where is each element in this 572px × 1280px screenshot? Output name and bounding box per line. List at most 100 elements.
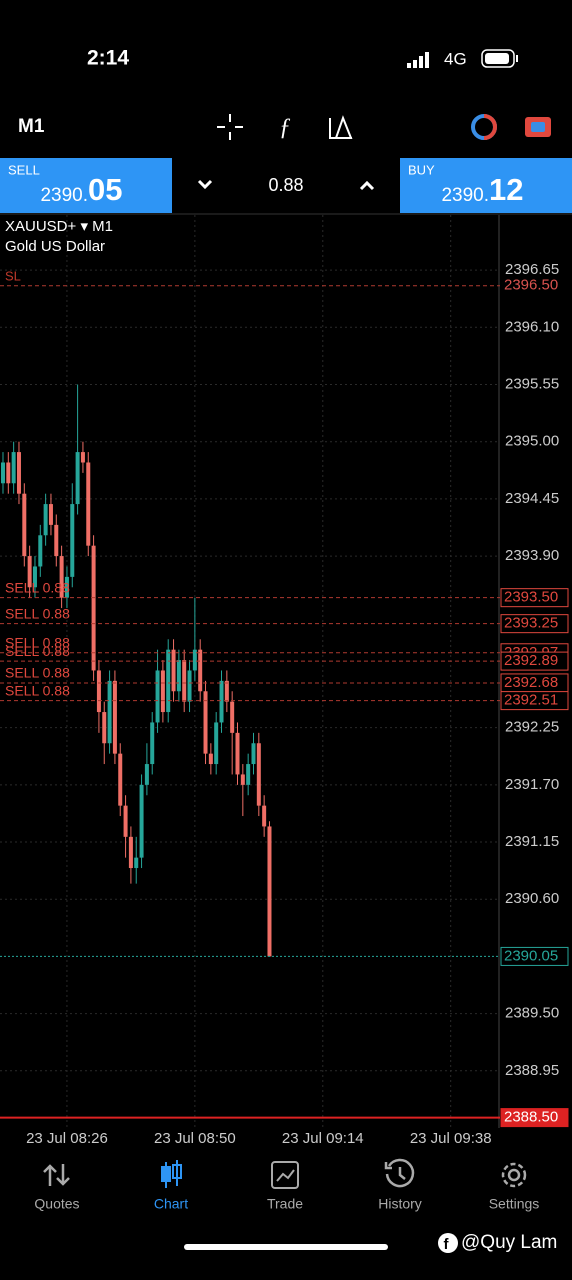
y-tick-label: 2396.10 (505, 318, 559, 335)
candle-body (203, 691, 208, 754)
y-tick-label: 2392.25 (505, 719, 559, 736)
buy-price-pips: 12 (489, 172, 523, 207)
candle-body (230, 701, 235, 733)
candle-body (246, 764, 251, 785)
network-label: 4G (444, 49, 467, 68)
candle-body (118, 753, 123, 806)
sell-price-pips: 05 (88, 172, 122, 207)
candle-body (208, 753, 213, 765)
y-tick-label: 2390.60 (505, 890, 559, 907)
nav-label[interactable]: History (378, 1196, 422, 1212)
candle-body (54, 524, 59, 557)
crosshair-button[interactable] (217, 114, 243, 140)
y-tick-label: 2393.90 (505, 547, 559, 564)
one-click-button[interactable] (471, 114, 497, 140)
candle-body (0, 462, 5, 484)
order-price-label: 2392.51 (504, 692, 558, 709)
current-price-box (500, 946, 569, 966)
candle-body (70, 504, 75, 577)
volume-up[interactable] (359, 180, 375, 191)
quotes-icon[interactable] (43, 1164, 70, 1186)
candle-body (267, 826, 272, 957)
candle-body (219, 680, 224, 723)
signal-icon (407, 52, 429, 68)
x-tick-label: 23 Jul 09:38 (410, 1130, 492, 1147)
candle-body (251, 743, 256, 765)
settings-icon[interactable] (501, 1162, 527, 1188)
candle-body (166, 649, 171, 713)
chart-icon[interactable] (161, 1160, 182, 1188)
candle-body (240, 774, 245, 785)
candle-body (198, 649, 203, 692)
candle-body (107, 680, 112, 744)
x-tick-label: 23 Jul 09:14 (282, 1130, 364, 1147)
indicators-button[interactable]: ƒ (279, 115, 291, 141)
trade-icon[interactable] (271, 1161, 299, 1189)
order-tag: SELL 0.88 (5, 682, 70, 698)
y-tick-label: 2391.70 (505, 776, 559, 793)
candle-body (192, 649, 197, 671)
nav-label[interactable]: Settings (489, 1196, 540, 1212)
candle-body (75, 452, 80, 505)
candle-body (235, 732, 240, 775)
order-tag: SELL 0.88 (5, 643, 70, 659)
symbol-description: Gold US Dollar (5, 238, 105, 255)
home-indicator (184, 1244, 388, 1250)
order-price-box (500, 651, 569, 671)
objects-button[interactable] (329, 115, 353, 139)
y-tick-label: 2395.00 (505, 433, 559, 450)
candle-body (11, 452, 16, 484)
candle-body (171, 649, 176, 692)
candle-body (59, 556, 64, 598)
volume-value[interactable]: 0.88 (268, 175, 303, 195)
candle-body (187, 670, 192, 702)
nav-label[interactable]: Chart (154, 1196, 188, 1212)
x-tick-label: 23 Jul 08:50 (154, 1130, 236, 1147)
candle-body (144, 764, 149, 785)
y-tick-label: 2391.15 (505, 833, 559, 850)
candle-body (27, 556, 32, 588)
sell-button[interactable] (0, 158, 172, 213)
order-price-label: 2393.50 (504, 589, 558, 606)
candle-body (262, 805, 267, 827)
candle-body (43, 504, 48, 536)
order-tag: SELL 0.88 (5, 605, 70, 621)
chart (0, 215, 500, 1128)
svg-text:f: f (444, 1236, 450, 1253)
timeframe-button[interactable]: M1 (18, 116, 45, 137)
order-price-label: 2392.68 (504, 674, 558, 691)
candle-body (16, 452, 21, 494)
sl-price: 2396.50 (504, 277, 558, 294)
nav-label[interactable]: Quotes (34, 1196, 79, 1212)
x-tick-label: 23 Jul 08:26 (26, 1130, 108, 1147)
battery-icon (481, 49, 518, 68)
candle-body (64, 576, 69, 598)
status-time: 2:14 (87, 47, 129, 70)
candle-body (155, 670, 160, 723)
order-price-box (500, 588, 569, 608)
order-tag: SELL 0.88 (5, 634, 70, 650)
order-tag: SELL 0.88 (5, 665, 70, 681)
candle-body (6, 462, 11, 484)
order-tag: SELL 0.88 (5, 579, 70, 595)
y-tick-label: 2388.95 (505, 1062, 559, 1079)
volume-down[interactable] (197, 179, 213, 190)
buy-price-main: 2390. (441, 185, 489, 206)
facebook-icon: f (438, 1233, 458, 1253)
candle-body (134, 857, 139, 869)
candle-body (96, 670, 101, 713)
sl-tag: SL (5, 268, 21, 283)
candle-body (160, 670, 165, 713)
trade-button[interactable] (525, 117, 551, 137)
candle-body (123, 805, 128, 837)
nav-label[interactable]: Trade (267, 1196, 303, 1212)
buy-button[interactable] (400, 158, 572, 213)
y-tick-label: 2395.55 (505, 375, 559, 392)
buy-label: BUY (408, 162, 435, 177)
history-icon[interactable] (384, 1158, 415, 1188)
order-price-label: 2393.25 (504, 615, 558, 632)
candle-body (214, 722, 219, 765)
candle-body (91, 545, 96, 671)
